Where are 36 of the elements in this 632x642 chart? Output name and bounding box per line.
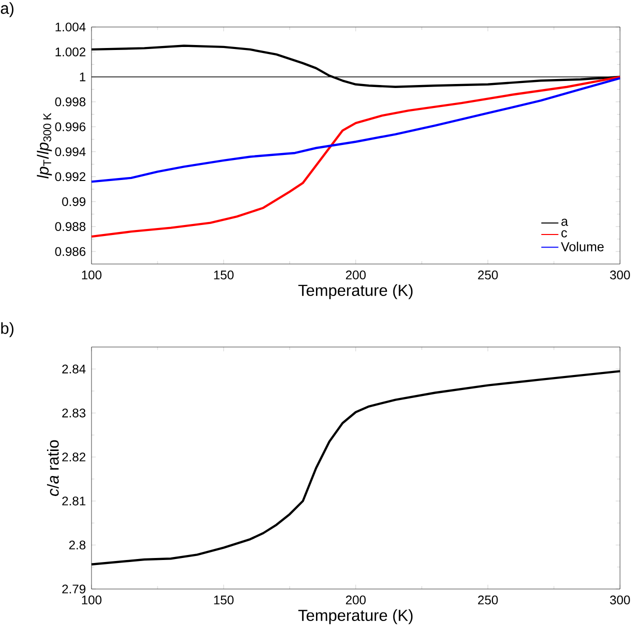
y-axis-title: lp$_{T}$/lp$_{300 K}$ — [36, 112, 52, 178]
y-tick-label: 2.83 — [62, 408, 86, 418]
x-tick-label: 250 — [478, 270, 498, 280]
x-tick-label: 200 — [346, 596, 366, 604]
y-tick-label: 1 — [80, 72, 86, 82]
y-tick-label: 1.004 — [56, 22, 86, 32]
x-axis-title: Temperature (K) — [298, 609, 413, 624]
x-axis-title: Temperature (K) — [298, 284, 413, 300]
x-tick-label: 100 — [82, 596, 102, 604]
legend-label: c — [561, 230, 568, 238]
x-tick-label: 150 — [214, 270, 234, 280]
legend-label: a — [561, 218, 568, 226]
y-tick-label: 0.986 — [55, 247, 86, 256]
y-tick-label: 0.996 — [55, 122, 86, 132]
legend-label: Volume — [560, 242, 604, 252]
y-tick-label: 0.992 — [55, 172, 86, 182]
y-tick-label: 2.84 — [62, 364, 86, 374]
x-tick-label: 200 — [346, 270, 366, 280]
y-tick-label: 2.82 — [62, 452, 86, 462]
text: a) — [0, 2, 14, 18]
x-tick-label: 250 — [478, 596, 498, 604]
y-tick-label: 0.99 — [62, 197, 86, 206]
y-tick-label: 0.998 — [55, 97, 86, 106]
y-tick-label: 2.8 — [69, 540, 86, 550]
y-tick-label: 0.988 — [55, 222, 86, 232]
y-axis-title: c/a ratio — [47, 440, 59, 496]
y-tick-label: 2.79 — [62, 584, 86, 594]
y-tick-label: 0.994 — [55, 147, 86, 156]
x-tick-label: 300 — [610, 596, 630, 604]
y-tick-label: 2.81 — [62, 496, 86, 506]
y-tick-label: 1.002 — [56, 48, 86, 56]
text: b) — [1, 322, 14, 338]
x-tick-label: 100 — [82, 270, 102, 280]
x-tick-label: 150 — [214, 596, 234, 604]
line-series — [90, 77, 622, 183]
x-tick-label: 300 — [610, 270, 630, 280]
